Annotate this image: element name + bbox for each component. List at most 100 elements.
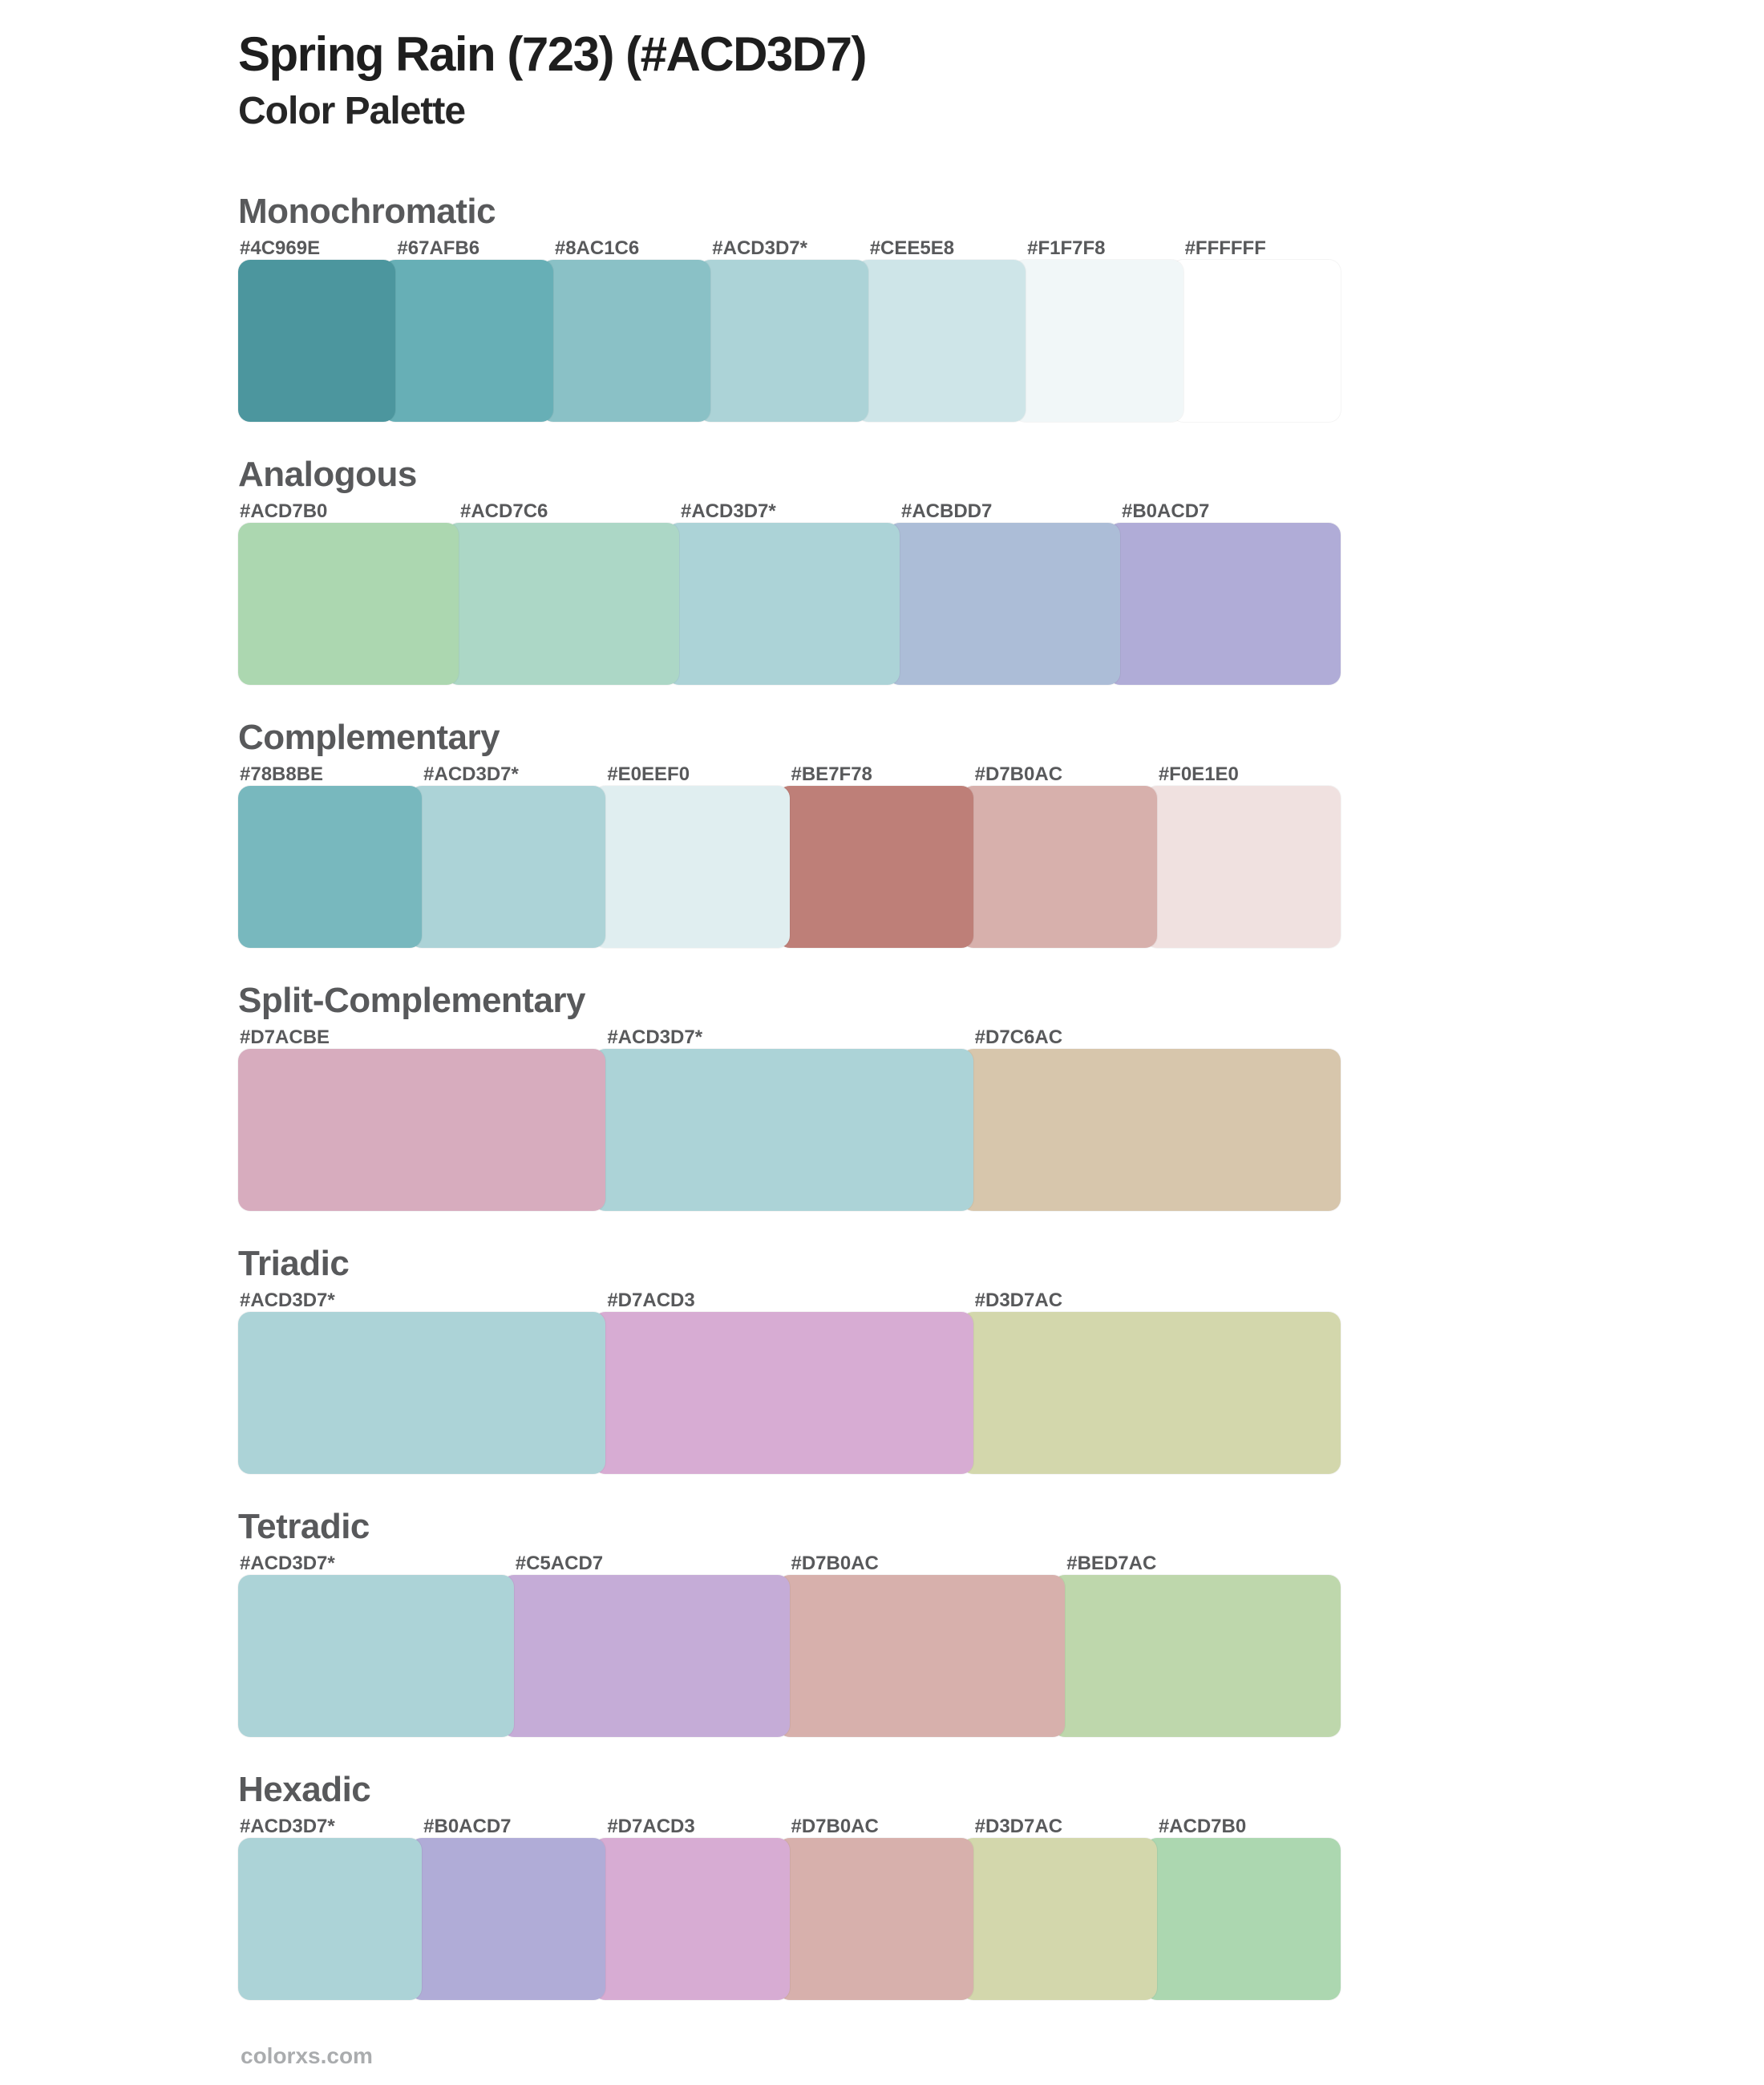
swatch-labels-row: #ACD3D7* #C5ACD7 #D7B0AC #BED7AC (238, 1552, 1341, 1574)
color-swatch[interactable] (238, 259, 396, 422)
color-swatch[interactable] (410, 1837, 606, 2000)
swatch-labels-row: #ACD3D7* #D7ACD3 #D3D7AC (238, 1289, 1341, 1311)
swatch-label: #ACBDD7 (901, 500, 993, 522)
color-swatch[interactable] (888, 522, 1120, 685)
section-heading: Triadic (238, 1243, 350, 1283)
section-hexadic: Hexadic #ACD3D7* #B0ACD7 #D7ACD3 #D7B0AC #D3D… (238, 1769, 1341, 2000)
swatch-label: #D7ACD3 (607, 1815, 695, 1837)
color-swatch[interactable] (961, 1837, 1157, 2000)
color-swatch[interactable] (410, 785, 606, 948)
swatch-labels-row: #78B8BE #ACD3D7* #E0EEF0 #BE7F78 #D7B0AC #F0E… (238, 763, 1341, 785)
color-swatch[interactable] (593, 1837, 790, 2000)
swatch-label: #ACD7B0 (1158, 1815, 1247, 1837)
swatch-label: #B0ACD7 (1122, 500, 1210, 522)
color-swatch[interactable] (961, 785, 1157, 948)
swatches-row (238, 259, 1341, 422)
color-swatch[interactable] (593, 1311, 973, 1474)
swatch-label: #D7B0AC (791, 1552, 879, 1574)
section-heading: Split-Complementary (238, 980, 586, 1020)
swatch-label: #D7ACBE (240, 1026, 330, 1048)
swatch-label: #ACD3D7* (712, 237, 807, 259)
swatch-label: #4C969E (240, 237, 321, 259)
swatches-row (238, 1048, 1341, 1211)
color-swatch[interactable] (1144, 1837, 1341, 2000)
swatch-label: #ACD3D7* (240, 1289, 335, 1311)
color-swatch[interactable] (593, 785, 790, 948)
swatch-label: #ACD3D7* (240, 1815, 335, 1837)
swatch-label: #B0ACD7 (423, 1815, 512, 1837)
section-complementary: Complementary #78B8BE #ACD3D7* #E0EEF0 #BE7F… (238, 717, 1341, 948)
color-swatch[interactable] (961, 1311, 1341, 1474)
section-heading: Analogous (238, 454, 417, 494)
swatch-label: #ACD7C6 (460, 500, 548, 522)
section-heading: Monochromatic (238, 191, 496, 231)
swatch-label: #ACD7B0 (240, 500, 328, 522)
swatch-label: #78B8BE (240, 763, 324, 785)
color-swatch[interactable] (238, 1311, 606, 1474)
swatch-label: #C5ACD7 (515, 1552, 604, 1574)
section-tetradic: Tetradic #ACD3D7* #C5ACD7 #D7B0AC #BED7AC (238, 1506, 1341, 1737)
swatches-row (238, 1837, 1341, 2000)
color-swatch[interactable] (777, 1574, 1066, 1737)
color-swatch[interactable] (238, 1574, 514, 1737)
color-swatch[interactable] (501, 1574, 790, 1737)
color-swatch[interactable] (540, 259, 711, 422)
section-heading: Complementary (238, 717, 500, 757)
swatch-label: #ACD3D7* (607, 1026, 703, 1048)
swatch-label: #F0E1E0 (1158, 763, 1239, 785)
swatches-row (238, 1311, 1341, 1474)
color-swatch[interactable] (1108, 522, 1341, 685)
section-triadic: Triadic #ACD3D7* #D7ACD3 #D3D7AC (238, 1243, 1341, 1474)
site-watermark: colorxs.com (241, 2043, 373, 2068)
swatches-row (238, 785, 1341, 948)
color-swatch[interactable] (238, 1837, 423, 2000)
swatch-label: #ACD3D7* (240, 1552, 335, 1574)
swatch-label: #BED7AC (1066, 1552, 1157, 1574)
color-swatch[interactable] (777, 1837, 973, 2000)
color-swatch[interactable] (1053, 1574, 1341, 1737)
section-split-complementary: Split-Complementary #D7ACBE #ACD3D7* #D7C6A… (238, 980, 1341, 1211)
swatch-labels-row: #D7ACBE #ACD3D7* #D7C6AC (238, 1026, 1341, 1048)
swatch-label: #E0EEF0 (607, 763, 690, 785)
color-swatch[interactable] (698, 259, 868, 422)
color-swatch[interactable] (1171, 259, 1341, 422)
color-swatch[interactable] (856, 259, 1026, 422)
swatch-labels-row: #ACD7B0 #ACD7C6 #ACD3D7* #ACBDD7 #B0ACD7 (238, 500, 1341, 522)
color-swatch[interactable] (777, 785, 973, 948)
color-swatch[interactable] (667, 522, 900, 685)
color-swatch[interactable] (383, 259, 553, 422)
color-swatch[interactable] (1144, 785, 1341, 948)
color-swatch[interactable] (447, 522, 679, 685)
swatch-label: #67AFB6 (397, 237, 480, 259)
swatch-label: #ACD3D7* (681, 500, 776, 522)
swatch-label: #BE7F78 (791, 763, 872, 785)
swatch-label: #D3D7AC (974, 1815, 1063, 1837)
page-subtitle: Color Palette (238, 90, 466, 133)
color-swatch[interactable] (1013, 259, 1183, 422)
color-swatch[interactable] (961, 1048, 1341, 1211)
color-swatch[interactable] (238, 522, 459, 685)
page-title: Spring Rain (723) (#ACD3D7) (238, 27, 867, 81)
swatch-label: #FFFFFF (1184, 237, 1266, 259)
section-heading: Tetradic (238, 1506, 370, 1546)
swatch-labels-row: #ACD3D7* #B0ACD7 #D7ACD3 #D7B0AC #D3D7AC #ACD… (238, 1815, 1341, 1837)
swatches-row (238, 1574, 1341, 1737)
content-column: Spring Rain (723) (#ACD3D7) Color Palett… (238, 27, 1341, 2032)
swatch-label: #CEE5E8 (869, 237, 955, 259)
palette-sections: Monochromatic #4C969E #67AFB6 #8AC1C6 #ACD3D… (238, 191, 1341, 2000)
section-heading: Hexadic (238, 1769, 371, 1809)
swatches-row (238, 522, 1341, 685)
section-monochromatic: Monochromatic #4C969E #67AFB6 #8AC1C6 #ACD3D… (238, 191, 1341, 422)
swatch-label: #D3D7AC (974, 1289, 1063, 1311)
color-swatch[interactable] (238, 785, 423, 948)
color-swatch[interactable] (238, 1048, 606, 1211)
swatch-label: #8AC1C6 (554, 237, 640, 259)
swatch-label: #F1F7F8 (1027, 237, 1106, 259)
swatch-labels-row: #4C969E #67AFB6 #8AC1C6 #ACD3D7* #CEE5E8 #F1F… (238, 237, 1341, 259)
swatch-label: #D7C6AC (974, 1026, 1063, 1048)
swatch-label: #D7B0AC (974, 763, 1063, 785)
section-analogous: Analogous #ACD7B0 #ACD7C6 #ACD3D7* #ACBDD7 #B… (238, 454, 1341, 685)
color-swatch[interactable] (593, 1048, 973, 1211)
swatch-label: #D7B0AC (791, 1815, 879, 1837)
